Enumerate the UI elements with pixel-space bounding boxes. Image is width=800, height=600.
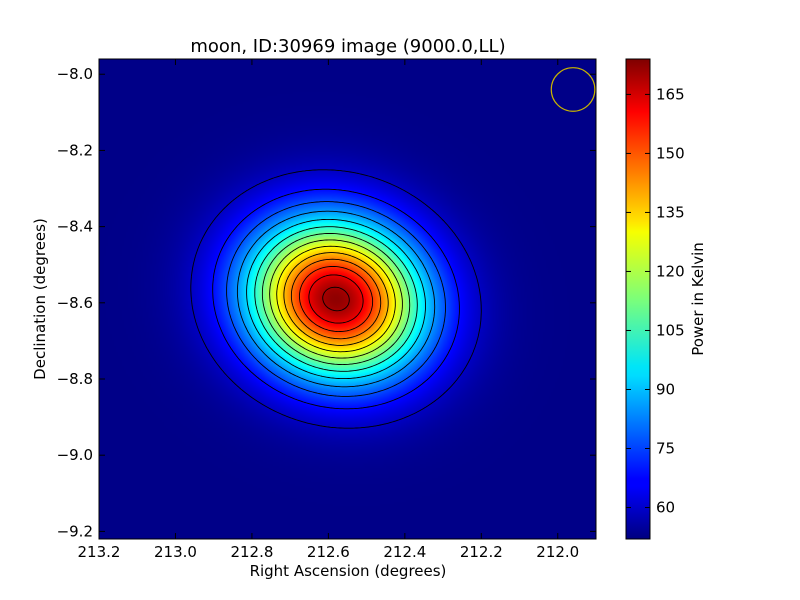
x-tick-label: 212.4: [383, 543, 426, 561]
colorbar-label: Power in Kelvin: [689, 242, 707, 356]
contour-line: [269, 239, 403, 359]
colorbar-tick-label: 165: [656, 85, 685, 103]
contour-lines: [190, 169, 482, 429]
contour-line: [290, 258, 382, 340]
beam-circle: [550, 67, 596, 112]
chart-title: moon, ID:30969 image (9000.0,LL): [190, 36, 505, 57]
y-tick-label: −9.2: [57, 522, 93, 540]
colorbar-tick-label: 135: [656, 203, 685, 221]
y-tick-label: −8.8: [57, 370, 93, 388]
x-tick-label: 212.0: [536, 543, 579, 561]
colorbar-ticks: 60 75 90 105 120 135 150 165: [626, 85, 685, 517]
colorbar-tick-label: 90: [656, 380, 675, 398]
y-tick-label: −9.0: [57, 446, 93, 464]
x-tick-label: 212.8: [230, 543, 273, 561]
colorbar-tick-label: 75: [656, 440, 675, 458]
plot-frame: [98, 58, 597, 540]
heatmap-raster: [99, 59, 596, 539]
contour-line: [298, 265, 374, 333]
x-axis: 213.2 213.0 212.8 212.6 212.4 212.2 212.0: [78, 59, 579, 561]
contour-line: [236, 210, 436, 388]
y-axis-label: Declination (degrees): [31, 218, 49, 380]
contour-line: [283, 252, 389, 346]
contour-line: [190, 169, 482, 429]
colorbar-tick-label: 60: [656, 499, 675, 517]
contour-line: [246, 218, 426, 380]
heatmap-image: [99, 59, 596, 539]
colorbar: 60 75 90 105 120 135 150 165 Power in Kelvin: [625, 58, 707, 540]
colorbar-tick-label: 150: [656, 144, 685, 162]
colorbar-tick-label: 120: [656, 262, 685, 280]
y-tick-label: −8.4: [57, 218, 93, 236]
colorbar-gradient: [625, 58, 651, 540]
contour-line: [226, 201, 446, 397]
contour-line: [308, 274, 364, 324]
x-tick-label: 212.2: [460, 543, 503, 561]
x-tick-label: 213.2: [78, 543, 121, 561]
contour-line: [254, 226, 418, 372]
y-axis: −8.0 −8.2 −8.4 −8.6 −8.8 −9.0 −9.2: [57, 65, 596, 540]
contour-line: [322, 286, 350, 312]
x-tick-label: 213.0: [154, 543, 197, 561]
contour-line: [276, 245, 396, 353]
x-tick-label: 212.6: [307, 543, 350, 561]
y-tick-label: −8.2: [57, 141, 93, 159]
x-axis-label: Right Ascension (degrees): [250, 562, 447, 580]
contour-line: [212, 188, 460, 410]
y-tick-label: −8.6: [57, 294, 93, 312]
contour-line: [261, 233, 411, 366]
colorbar-tick-label: 105: [656, 321, 685, 339]
y-tick-label: −8.0: [57, 65, 93, 83]
